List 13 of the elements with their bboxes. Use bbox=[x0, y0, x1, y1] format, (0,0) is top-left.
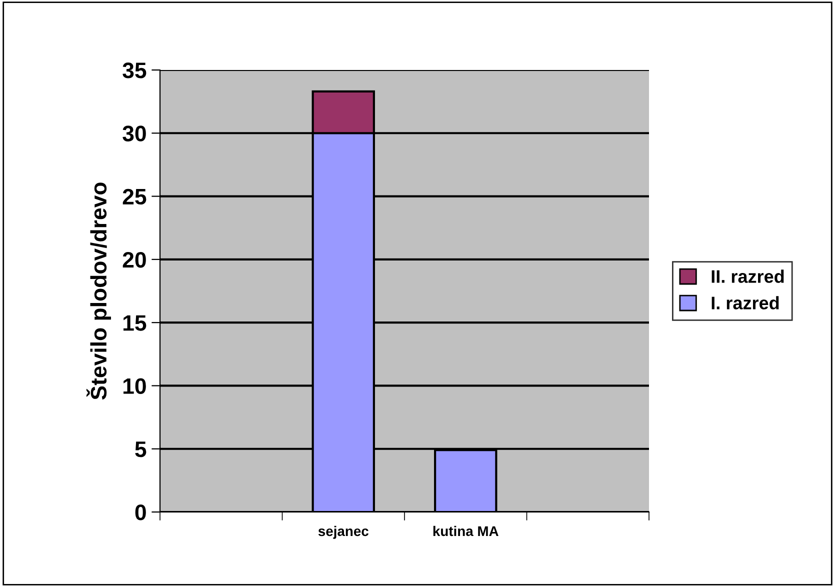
y-tick-label: 10 bbox=[123, 378, 146, 394]
y-tick-label: 20 bbox=[122, 252, 146, 268]
legend-label: I. razred bbox=[712, 296, 779, 310]
y-tick-label: 0 bbox=[135, 504, 146, 520]
y-tick-label: 5 bbox=[135, 442, 146, 458]
x-tick-label: kutina MA bbox=[433, 526, 498, 536]
y-tick-label: 30 bbox=[122, 126, 146, 142]
y-tick-label: 15 bbox=[123, 315, 146, 331]
x-tick-label: sejanec bbox=[318, 526, 368, 539]
legend-label: II. razred bbox=[712, 270, 784, 283]
y-tick-label: 25 bbox=[122, 188, 146, 205]
y-axis-title: Število plodov/drevo bbox=[86, 182, 111, 400]
y-tick-label: 35 bbox=[122, 62, 146, 78]
